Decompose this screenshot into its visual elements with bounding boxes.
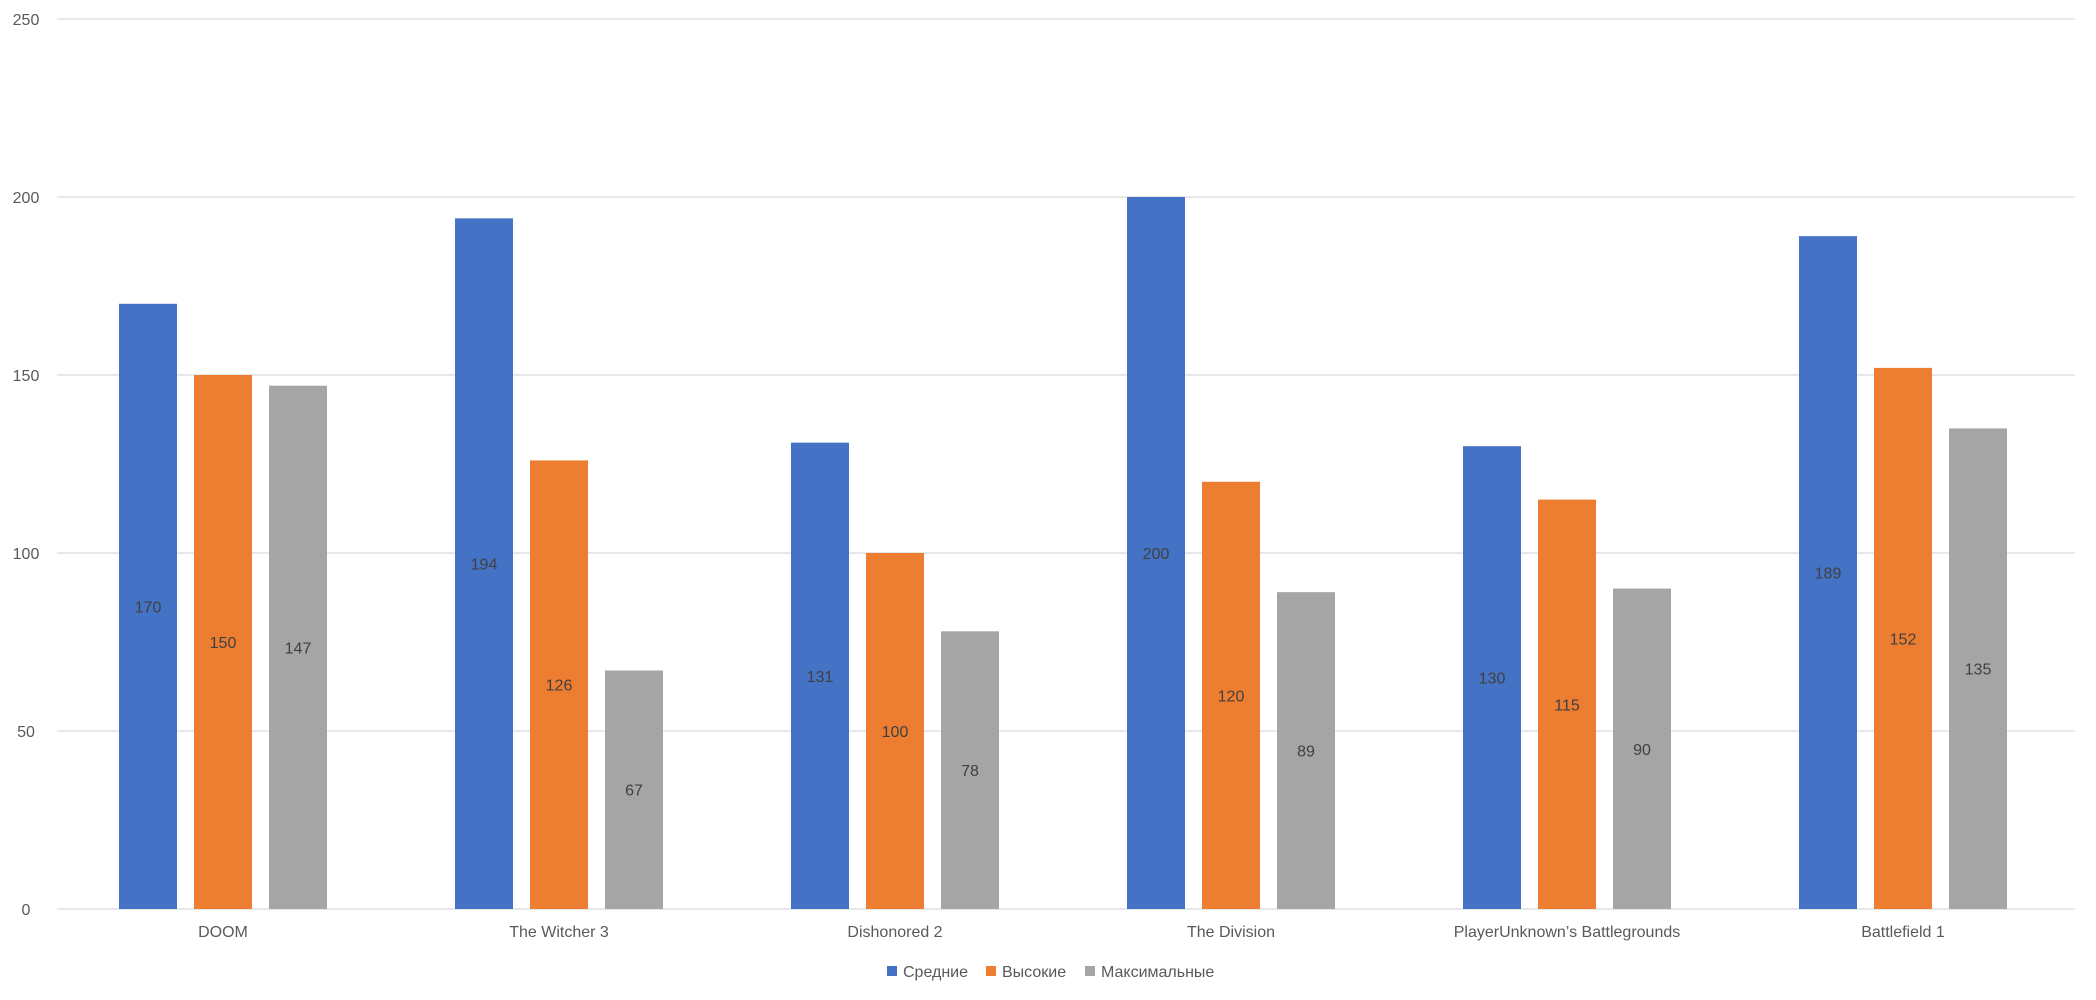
- category-label: Dishonored 2: [847, 924, 942, 941]
- bar: [941, 631, 999, 909]
- bars: [119, 197, 2007, 910]
- y-tick-label: 50: [17, 724, 35, 741]
- data-label: 152: [1890, 631, 1917, 648]
- y-tick-label: 0: [22, 902, 31, 919]
- category-label: DOOM: [198, 924, 248, 941]
- bar: [269, 385, 327, 909]
- category-label: The Division: [1187, 924, 1275, 941]
- bar: [1277, 592, 1335, 909]
- y-tick-label: 200: [13, 190, 40, 207]
- bar: [1613, 588, 1671, 909]
- y-axis-ticks: 0 50 100 150 200 250: [13, 12, 40, 919]
- data-label: 130: [1479, 671, 1506, 688]
- data-label: 135: [1965, 662, 1992, 679]
- data-label: 78: [961, 763, 979, 780]
- data-label: 147: [285, 640, 312, 657]
- data-label: 115: [1554, 697, 1580, 714]
- legend-swatch: [887, 966, 897, 976]
- data-label: 126: [546, 678, 573, 695]
- legend-swatch: [986, 966, 996, 976]
- bar: [866, 553, 924, 909]
- category-label: Battlefield 1: [1861, 924, 1945, 941]
- category-label: PlayerUnknown’s Battlegrounds: [1454, 924, 1681, 941]
- bar: [119, 303, 177, 909]
- bar: [1202, 481, 1260, 909]
- data-label: 170: [135, 599, 162, 616]
- legend-label: Высокие: [1002, 964, 1066, 981]
- legend-label: Средние: [903, 964, 968, 981]
- data-label: 150: [210, 635, 237, 652]
- category-label: The Witcher 3: [509, 924, 609, 941]
- bar: [530, 460, 588, 909]
- data-label: 131: [807, 669, 834, 686]
- y-tick-label: 250: [13, 12, 40, 29]
- legend: Средние Высокие Максимальные: [887, 964, 1214, 981]
- bar: [455, 218, 513, 910]
- data-label: 89: [1297, 744, 1315, 761]
- data-label: 189: [1815, 566, 1842, 583]
- legend-label: Максимальные: [1101, 964, 1214, 981]
- data-label: 100: [882, 724, 909, 741]
- data-label: 194: [471, 557, 498, 574]
- x-axis-categories: DOOM The Witcher 3 Dishonored 2 The Divisio…: [198, 924, 1945, 941]
- legend-item: Максимальные: [1085, 964, 1214, 981]
- y-tick-label: 150: [13, 368, 40, 385]
- legend-swatch: [1085, 966, 1095, 976]
- y-tick-label: 100: [13, 546, 40, 563]
- bar: [1538, 499, 1596, 909]
- data-label: 67: [625, 783, 643, 800]
- bar: [194, 375, 252, 909]
- data-label: 90: [1633, 742, 1651, 759]
- gridlines: [57, 18, 2075, 910]
- bar: [605, 670, 663, 909]
- data-labels: 170 150 147 194 126 67 131 100 78 200 120 89 130 115 9…: [135, 546, 1992, 800]
- legend-item: Высокие: [986, 964, 1066, 981]
- data-label: 120: [1218, 688, 1245, 705]
- bar: [1127, 197, 1185, 909]
- legend-item: Средние: [887, 964, 968, 981]
- bar: [1463, 446, 1521, 909]
- bar: [791, 442, 849, 909]
- bar: [1949, 428, 2007, 909]
- bar: [1799, 236, 1857, 909]
- data-label: 200: [1143, 546, 1170, 563]
- bar: [1874, 367, 1932, 909]
